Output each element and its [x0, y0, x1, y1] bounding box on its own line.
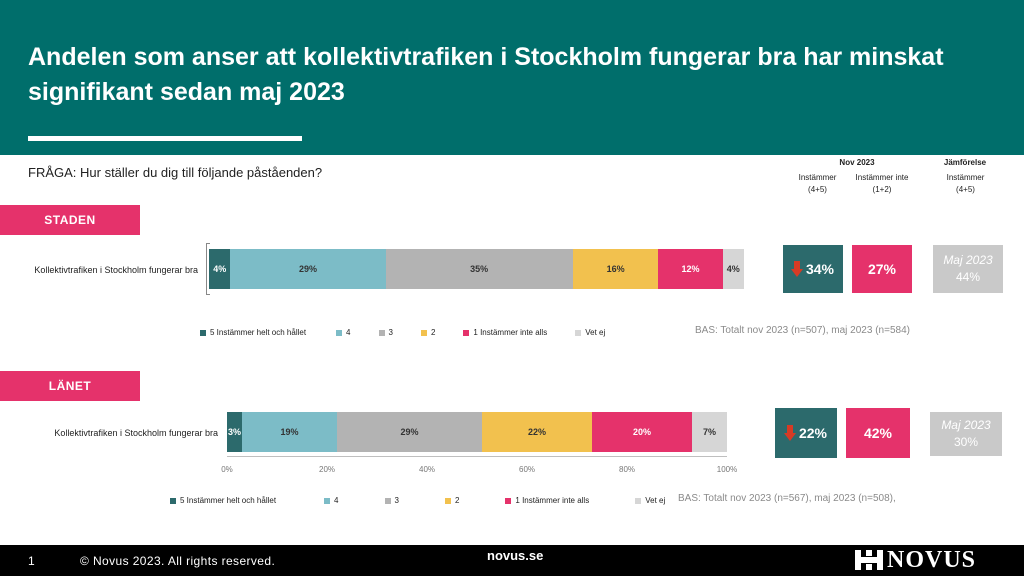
legend-label: 2: [430, 328, 436, 337]
agree-value-lanet: 22%: [798, 425, 828, 441]
legend-label: 4: [346, 328, 351, 337]
bas-lanet: BAS: Totalt nov 2023 (n=567), maj 2023 (…: [678, 493, 896, 504]
down-arrow-icon: [790, 261, 803, 277]
header-band: Andelen som anser att kollektivtrafiken …: [0, 0, 1024, 155]
x-tick-label: 40%: [418, 465, 436, 474]
bar-segment-1: 20%: [592, 412, 692, 452]
bar-segment-5: 4%: [209, 249, 231, 289]
novus-logo: NOVUS: [855, 546, 1000, 574]
legend-swatch: [575, 329, 582, 336]
stacked-bar-lanet: 3% 19% 29% 22% 20% 7%: [227, 412, 727, 452]
comparison-value-staden: 44%: [955, 270, 981, 284]
legend-staden: 5 Instämmer helt och hållet 4 3 2 1 Instämme…: [200, 328, 633, 337]
legend-swatch: [420, 329, 427, 336]
comparison-box-staden: Maj 2023 44%: [933, 245, 1003, 293]
x-tick-label: 20%: [318, 465, 336, 474]
legend-item: 5 Instämmer helt och hållet: [170, 496, 276, 505]
legend-lanet: 5 Instämmer helt och hållet 4 3 2 1 Instämme…: [170, 496, 711, 505]
legend-item: 3: [384, 496, 399, 505]
legend-item: 2: [444, 496, 460, 505]
bar-segment-4: 19%: [242, 412, 337, 452]
legend-swatch: [505, 497, 512, 504]
row-bracket: [206, 243, 210, 295]
copyright-text: © Novus 2023. All rights reserved.: [80, 554, 276, 568]
comparison-label-staden: Maj 2023: [943, 253, 993, 267]
footer-bar: 1 © Novus 2023. All rights reserved.: [0, 545, 1024, 576]
bar-segment-4: 29%: [230, 249, 386, 289]
bar-segment-3: 29%: [337, 412, 482, 452]
legend-swatch: [635, 497, 642, 504]
legend-label: 3: [388, 328, 393, 337]
legend-label: 4: [334, 496, 339, 505]
legend-swatch: [378, 329, 385, 336]
legend-item: 1 Instämmer inte alls: [463, 328, 547, 337]
bas-staden: BAS: Totalt nov 2023 (n=507), maj 2023 (…: [695, 325, 910, 336]
bar-segment-1: 12%: [658, 249, 723, 289]
disagree-box-lanet: 42%: [846, 408, 910, 458]
x-tick-label: 80%: [618, 465, 636, 474]
legend-item: Vet ej: [635, 496, 665, 505]
legend-label: 1 Instämmer inte alls: [473, 328, 548, 337]
legend-label: 5 Instämmer helt och hållet: [180, 496, 277, 505]
bar-segment-2: 16%: [572, 249, 659, 289]
legend-swatch: [336, 329, 343, 336]
legend-swatch: [463, 329, 470, 336]
stacked-bar-staden: 4% 29% 35% 16% 12% 4%: [209, 249, 744, 289]
legend-label: 3: [394, 496, 399, 505]
legend-item: 1 Instämmer inte alls: [505, 496, 589, 505]
bar-segment-vetej: 4%: [722, 249, 744, 289]
bar-segment-3: 35%: [385, 249, 573, 289]
bar-segment-vetej: 7%: [692, 412, 727, 452]
comparison-value-lanet: 30%: [953, 435, 979, 449]
disagree-box-staden: 27%: [852, 245, 912, 293]
page-number: 1: [28, 554, 35, 568]
legend-swatch: [384, 497, 391, 504]
x-axis: [227, 456, 727, 457]
logo-mark-icon: [855, 550, 883, 570]
legend-label: 5 Instämmer helt och hållet: [210, 328, 307, 337]
legend-item: 5 Instämmer helt och hållet: [200, 328, 306, 337]
page-title: Andelen som anser att kollektivtrafiken …: [28, 43, 944, 106]
legend-swatch: [200, 329, 206, 336]
x-tick-label: 60%: [518, 465, 536, 474]
legend-item: 4: [324, 496, 339, 505]
row-label-staden: Kollektivtrafiken i Stockholm fungerar b…: [34, 265, 198, 275]
agree-value-staden: 34%: [805, 261, 835, 277]
legend-item: 4: [336, 328, 351, 337]
legend-swatch: [324, 497, 331, 504]
disagree-column-heading: Instämmer inte (1+2): [855, 173, 909, 194]
comparison-heading: Jämförelse: [943, 158, 987, 167]
disagree-value-lanet: 42%: [863, 425, 893, 441]
question-text: FRÅGA: Hur ställer du dig till följande …: [28, 165, 323, 180]
comparison-label-lanet: Maj 2023: [941, 418, 991, 432]
legend-label: 2: [454, 496, 460, 505]
legend-item: Vet ej: [575, 328, 605, 337]
bar-segment-5: 3%: [227, 412, 242, 452]
legend-label: 1 Instämmer inte alls: [515, 496, 590, 505]
period-heading: Nov 2023: [839, 158, 875, 167]
section-label-lanet: LÄNET: [0, 371, 140, 401]
disagree-value-staden: 27%: [867, 261, 897, 277]
section-label-staden: STADEN: [0, 205, 140, 235]
bar-segment-2: 22%: [482, 412, 592, 452]
legend-label: Vet ej: [645, 496, 666, 505]
title-underline: [28, 136, 302, 141]
row-label-lanet: Kollektivtrafiken i Stockholm fungerar b…: [54, 428, 218, 438]
legend-item: 3: [378, 328, 393, 337]
comparison-agree-heading: Instämmer (4+5): [946, 173, 985, 194]
legend-swatch: [170, 497, 176, 504]
x-tick-label: 0%: [221, 465, 233, 474]
down-arrow-icon: [783, 425, 796, 441]
legend-item: 2: [420, 328, 436, 337]
agree-box-lanet: 22%: [775, 408, 837, 458]
x-tick-label: 100%: [716, 465, 738, 474]
legend-label: Vet ej: [585, 328, 606, 337]
comparison-box-lanet: Maj 2023 30%: [930, 412, 1002, 456]
legend-swatch: [444, 497, 451, 504]
agree-column-heading: Instämmer (4+5): [798, 173, 837, 194]
agree-box-staden: 34%: [783, 245, 843, 293]
site-link[interactable]: novus.se: [487, 548, 544, 563]
